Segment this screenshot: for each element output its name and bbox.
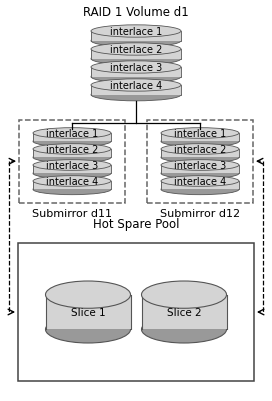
Polygon shape [91, 32, 181, 42]
Polygon shape [91, 50, 181, 59]
Polygon shape [91, 86, 181, 95]
Text: interlace 4: interlace 4 [46, 176, 98, 186]
Ellipse shape [33, 153, 111, 163]
Text: Hot Spare Pool: Hot Spare Pool [93, 217, 179, 231]
Ellipse shape [33, 168, 111, 179]
Text: interlace 4: interlace 4 [174, 176, 226, 186]
Ellipse shape [33, 160, 111, 171]
Ellipse shape [91, 53, 181, 66]
Polygon shape [33, 134, 111, 142]
Text: interlace 3: interlace 3 [46, 160, 98, 170]
Ellipse shape [161, 128, 239, 139]
Text: interlace 2: interlace 2 [46, 145, 98, 155]
Text: interlace 2: interlace 2 [174, 145, 226, 155]
Ellipse shape [33, 176, 111, 187]
Polygon shape [45, 295, 131, 330]
Text: interlace 4: interlace 4 [110, 81, 162, 91]
Text: Slice 2: Slice 2 [167, 307, 201, 317]
Text: RAID 1 Volume d1: RAID 1 Volume d1 [83, 6, 189, 18]
Text: interlace 2: interlace 2 [110, 45, 162, 55]
Ellipse shape [33, 128, 111, 139]
Ellipse shape [161, 144, 239, 155]
Text: interlace 3: interlace 3 [174, 160, 226, 170]
Polygon shape [141, 295, 227, 330]
Ellipse shape [91, 26, 181, 38]
Text: interlace 1: interlace 1 [46, 129, 98, 139]
Polygon shape [161, 166, 239, 174]
Ellipse shape [141, 316, 227, 343]
Ellipse shape [91, 44, 181, 56]
Ellipse shape [45, 316, 131, 343]
Polygon shape [33, 182, 111, 190]
Polygon shape [33, 166, 111, 174]
Polygon shape [91, 68, 181, 77]
Ellipse shape [91, 80, 181, 92]
Ellipse shape [161, 184, 239, 195]
Text: interlace 1: interlace 1 [174, 129, 226, 139]
Ellipse shape [91, 62, 181, 74]
Ellipse shape [45, 281, 131, 308]
Ellipse shape [161, 153, 239, 163]
Ellipse shape [161, 168, 239, 179]
Ellipse shape [161, 176, 239, 187]
Polygon shape [161, 134, 239, 142]
Ellipse shape [33, 144, 111, 155]
Text: Slice 1: Slice 1 [71, 307, 105, 317]
Ellipse shape [33, 137, 111, 147]
Ellipse shape [91, 89, 181, 101]
Text: interlace 1: interlace 1 [110, 27, 162, 37]
Ellipse shape [33, 184, 111, 195]
Ellipse shape [161, 160, 239, 171]
Polygon shape [161, 150, 239, 158]
Polygon shape [33, 150, 111, 158]
Ellipse shape [141, 281, 227, 308]
Text: interlace 3: interlace 3 [110, 63, 162, 73]
Text: Submirror d12: Submirror d12 [160, 208, 240, 218]
Text: Submirror d11: Submirror d11 [32, 208, 112, 218]
Ellipse shape [161, 137, 239, 147]
Ellipse shape [91, 71, 181, 84]
Polygon shape [161, 182, 239, 190]
Ellipse shape [91, 35, 181, 48]
